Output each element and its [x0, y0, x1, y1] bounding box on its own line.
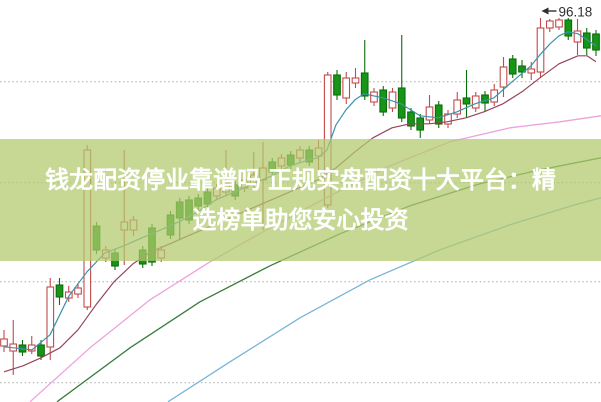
- headline-line-1: 钱龙配资停业靠谱吗 正规实盘配资十大平台：精: [45, 167, 556, 194]
- high-annotation: 96.18: [541, 5, 593, 20]
- high-price-label: 96.18: [559, 5, 593, 20]
- headline-band: 钱龙配资停业靠谱吗 正规实盘配资十大平台：精 选榜单助您安心投资: [0, 139, 601, 261]
- headline-line-2: 选榜单助您安心投资: [192, 207, 409, 234]
